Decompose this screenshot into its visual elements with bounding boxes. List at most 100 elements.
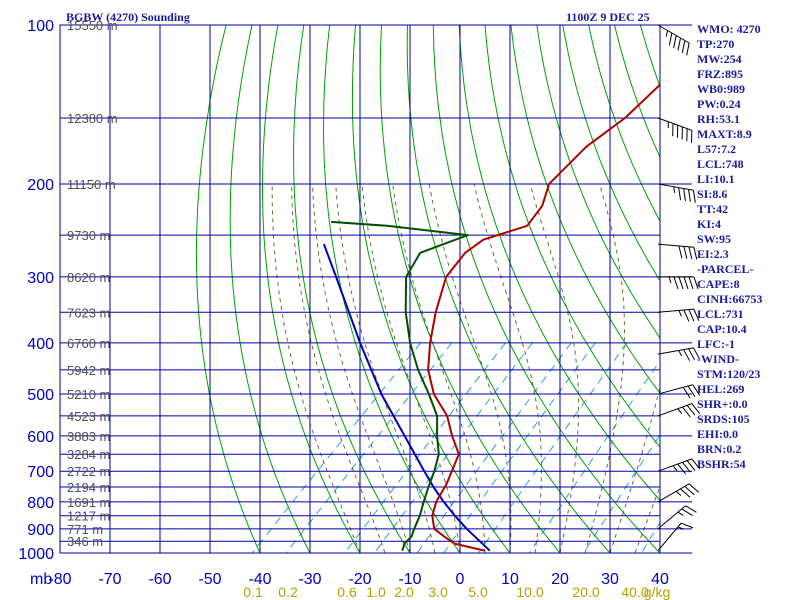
- mixing-ratio-label: 0.6: [337, 584, 357, 600]
- wind-barb-half-flag: [668, 276, 672, 284]
- wind-barb-half-flag: [665, 30, 669, 37]
- index-item: BRN:0.2: [697, 442, 742, 456]
- wind-barb: [657, 505, 697, 530]
- grid-lines: [59, 24, 692, 554]
- index-item: CINH:66753: [697, 292, 763, 306]
- wind-barb-flag: [673, 35, 677, 48]
- wind-barb-staff: [657, 308, 694, 313]
- wind-barb-flag: [683, 349, 691, 361]
- wind-barb-half-flag: [675, 490, 682, 496]
- temperature-tick-label: 10: [501, 571, 519, 588]
- wind-barb: [657, 24, 690, 56]
- index-item: SI:8.6: [697, 187, 728, 201]
- height-label: 2194 m: [67, 480, 110, 495]
- wind-barb-flag: [668, 32, 673, 46]
- wind-barb-flag: [688, 483, 699, 493]
- height-label: 11150 m: [67, 177, 116, 192]
- wind-barb-staff: [657, 403, 692, 417]
- wind-barb-flag: [683, 246, 688, 259]
- moist-adiabat-line: [392, 183, 486, 553]
- pressure-tick-label: 1000: [18, 546, 54, 563]
- temperature-tick-label: 0: [456, 571, 465, 588]
- wind-barb-flag: [683, 276, 689, 290]
- wind-barb-flag: [693, 247, 698, 260]
- mixing-ratio-label: 5.0: [468, 584, 488, 600]
- dry-adiabat-line: [322, 25, 461, 553]
- index-item: SHR+:0.0: [697, 397, 748, 411]
- temperature-tick-label: -50: [198, 571, 221, 588]
- moist-adiabat-line: [609, 385, 660, 553]
- temperature-tick-label: 20: [551, 571, 569, 588]
- wind-barb: [657, 522, 694, 552]
- index-item: LFC:-1: [697, 337, 735, 351]
- pressure-tick-label: 600: [27, 429, 54, 446]
- index-item: PW:0.24: [697, 97, 741, 111]
- wind-barb-half-flag: [677, 511, 684, 516]
- chart-title: BGBW (4270) Sounding: [66, 10, 190, 24]
- mixing-ratio-label: 10.0: [516, 584, 543, 600]
- index-item: EHI:0.0: [697, 427, 739, 441]
- wind-barb-flag: [691, 458, 701, 470]
- height-label: 3284 m: [67, 447, 110, 462]
- mixing-ratio-label: 0.2: [278, 584, 298, 600]
- index-item: BSHR:54: [697, 457, 746, 471]
- index-item: SW:95: [697, 232, 732, 246]
- wind-barb: [657, 403, 701, 418]
- index-item: LCL:731: [697, 307, 744, 321]
- pressure-tick-label: 500: [27, 387, 54, 404]
- wind-barb-flag: [688, 189, 691, 202]
- index-item: SRDS:105: [697, 412, 750, 426]
- index-item: TP:270: [697, 37, 735, 51]
- mixing-ratio-line: [251, 342, 421, 553]
- index-item: FRZ:895: [697, 67, 743, 81]
- mixing-ratio-label: 40.0: [621, 584, 648, 600]
- moist-adiabat-line: [291, 183, 386, 553]
- mixing-ratio-label: 20.0: [572, 584, 599, 600]
- index-item: -WIND-: [697, 352, 739, 366]
- wind-barb-half-flag: [672, 465, 678, 472]
- mixing-ratio-line: [416, 342, 572, 553]
- wind-barb: [657, 458, 701, 475]
- height-label: 12380 m: [67, 111, 118, 126]
- wind-barb-flag: [686, 460, 696, 471]
- mixing-ratio-line: [373, 342, 533, 553]
- temperature-tick-label: -70: [98, 571, 121, 588]
- pressure-tick-label: 800: [27, 495, 54, 512]
- wind-barb: [657, 347, 700, 361]
- index-item: KI:4: [697, 217, 721, 231]
- dry-adiabat-line: [293, 25, 411, 553]
- index-item: MW:254: [697, 52, 742, 66]
- height-label: 6760 m: [67, 336, 110, 351]
- index-item: MAXT:8.9: [697, 127, 752, 141]
- height-label: 5942 m: [67, 363, 110, 378]
- moist-adiabat-line: [529, 183, 580, 553]
- pressure-tick-label: 400: [27, 336, 54, 353]
- pressure-unit-label: mb: [30, 571, 52, 588]
- wind-barb-flag: [683, 309, 690, 322]
- wind-barb-flag: [688, 276, 694, 290]
- stability-indices-panel: WMO: 4270 TP:270 MW:254 FRZ:895 WB0:989 PW:0.…: [697, 22, 800, 472]
- wind-barb-half-flag: [673, 186, 676, 194]
- wind-barb-flag: [683, 188, 686, 202]
- mixing-ratio-label: 3.0: [428, 584, 448, 600]
- dry-adiabat-line: [195, 25, 261, 553]
- wind-barb: [657, 117, 693, 143]
- wind-barb-flag: [686, 404, 696, 416]
- wind-barb: [657, 183, 696, 203]
- mixing-ratio-lines: [251, 342, 660, 553]
- index-item: WMO: 4270: [697, 22, 761, 36]
- pressure-tick-label: 700: [27, 464, 54, 481]
- dry-adiabat-line: [458, 25, 660, 501]
- pressure-tick-label: 200: [27, 177, 54, 194]
- index-item: EI:2.3: [697, 247, 729, 261]
- wind-barbs: [657, 24, 701, 552]
- wind-barb-flag: [693, 347, 700, 360]
- index-item: RH:53.1: [697, 112, 740, 126]
- moist-adiabat-line: [312, 183, 411, 553]
- parcel-profile-line: [322, 243, 491, 552]
- height-label: 8620 m: [67, 270, 110, 285]
- wind-barb: [657, 243, 698, 260]
- wind-barb: [657, 308, 700, 322]
- wind-barb-flag: [678, 245, 683, 259]
